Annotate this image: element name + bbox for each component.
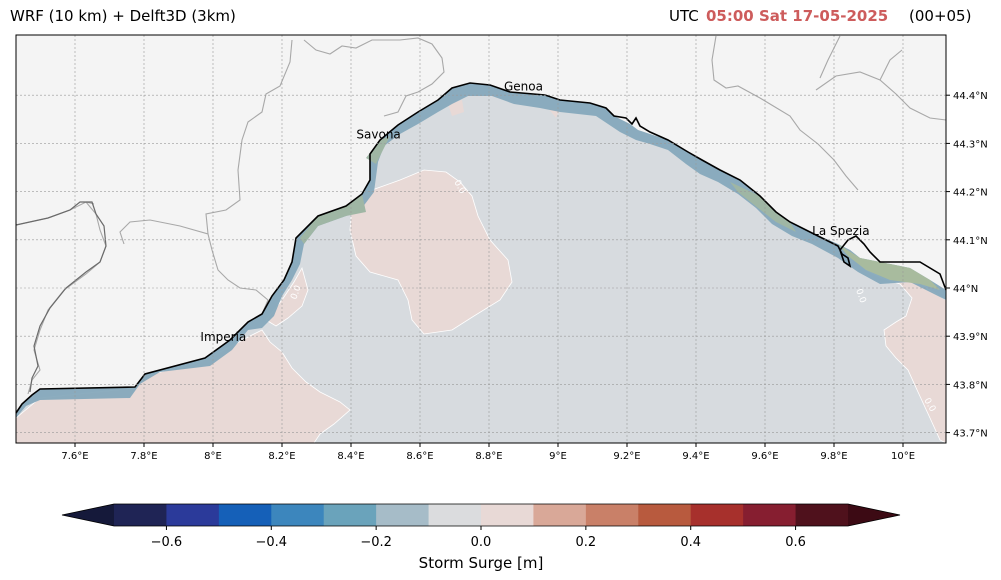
y-tick-label: 44.2°N bbox=[953, 188, 988, 199]
city-labels: Genoa Savona Imperia La Spezia bbox=[200, 79, 869, 344]
x-tick-label: 7.8°E bbox=[130, 451, 157, 462]
country-border bbox=[15, 201, 107, 393]
colorbar-bin bbox=[481, 504, 534, 526]
y-tick-label: 43.7°N bbox=[953, 429, 988, 440]
y-tick-label: 44°N bbox=[953, 284, 978, 295]
city-label-la-spezia: La Spezia bbox=[812, 224, 869, 238]
colorbar-bin bbox=[376, 504, 430, 526]
colorbar-bin bbox=[743, 504, 797, 526]
city-label-imperia: Imperia bbox=[200, 330, 246, 344]
city-label-genoa: Genoa bbox=[504, 79, 543, 93]
colorbar-tick-label: −0.6 bbox=[151, 535, 183, 550]
x-tick-label: 9.8°E bbox=[820, 451, 847, 462]
x-tick-label: 7.6°E bbox=[61, 451, 88, 462]
colorbar-tick-label: 0.2 bbox=[576, 535, 597, 550]
y-tick-label: 44.4°N bbox=[953, 91, 988, 102]
utc-label: UTC bbox=[669, 7, 699, 25]
colorbar-bin bbox=[323, 504, 377, 526]
colorbar-bin bbox=[638, 504, 692, 526]
colorbar-bin bbox=[271, 504, 325, 526]
x-tick-label: 9.2°E bbox=[613, 451, 640, 462]
colorbar-bin bbox=[533, 504, 587, 526]
colorbar-tick-label: 0.4 bbox=[680, 535, 701, 550]
colorbar-tick-label: −0.4 bbox=[255, 535, 287, 550]
y-tick-label: 44.3°N bbox=[953, 139, 988, 150]
colorbar-bin bbox=[585, 504, 639, 526]
colorbar-bin bbox=[690, 504, 744, 526]
y-tick-label: 43.9°N bbox=[953, 332, 988, 343]
x-tick-label: 8.2°E bbox=[268, 451, 295, 462]
x-tick-label: 8.8°E bbox=[475, 451, 502, 462]
x-tick-label: 8.4°E bbox=[337, 451, 364, 462]
colorbar-bin bbox=[114, 504, 167, 526]
colorbar-tick-label: 0.6 bbox=[785, 535, 806, 550]
x-axis-ticks: 7.6°E 7.8°E 8°E 8.2°E 8.4°E 8.6°E 8.8°E 9°E 9.2°… bbox=[61, 443, 915, 462]
y-axis-ticks: 43.7°N 43.8°N 43.9°N 44°N 44.1°N 44.2°N 44.3°N… bbox=[946, 91, 988, 440]
lead-time: (00+05) bbox=[909, 7, 972, 25]
y-tick-label: 43.8°N bbox=[953, 380, 988, 391]
y-tick-label: 44.1°N bbox=[953, 236, 988, 247]
x-tick-label: 9°E bbox=[549, 451, 567, 462]
colorbar-bin bbox=[166, 504, 220, 526]
x-tick-label: 10°E bbox=[891, 451, 915, 462]
coastal-green-patch bbox=[730, 182, 796, 232]
x-tick-label: 9.6°E bbox=[751, 451, 778, 462]
map-title: WRF (10 km) + Delft3D (3km) bbox=[10, 7, 236, 25]
colorbar-tick-label: −0.2 bbox=[360, 535, 392, 550]
contour-label: 0.0 bbox=[853, 288, 867, 305]
colorbar-bin bbox=[218, 504, 272, 526]
x-tick-label: 8.6°E bbox=[406, 451, 433, 462]
colorbar-outline bbox=[61, 503, 901, 527]
surge-patch-central bbox=[349, 169, 513, 335]
x-tick-label: 9.4°E bbox=[682, 451, 709, 462]
colorbar-tick-label: 0.0 bbox=[471, 535, 492, 550]
coastal-green-patch bbox=[366, 136, 390, 164]
colorbar-extend-low bbox=[62, 504, 114, 526]
colorbar-bin bbox=[795, 504, 849, 526]
city-label-savona: Savona bbox=[356, 128, 400, 142]
surge-patch-nearshore bbox=[265, 266, 309, 327]
colorbar-extend-high bbox=[848, 504, 900, 526]
coastal-green-patch bbox=[838, 244, 940, 290]
coastal-green-patch bbox=[300, 194, 366, 244]
colorbar-bin bbox=[428, 504, 482, 526]
colorbar-label: Storm Surge [m] bbox=[419, 554, 544, 572]
forecast-time: 05:00 Sat 17-05-2025 bbox=[706, 7, 889, 25]
coastline bbox=[15, 82, 947, 414]
x-tick-label: 8°E bbox=[204, 451, 222, 462]
map-frame bbox=[15, 34, 947, 444]
gridlines bbox=[16, 35, 946, 443]
